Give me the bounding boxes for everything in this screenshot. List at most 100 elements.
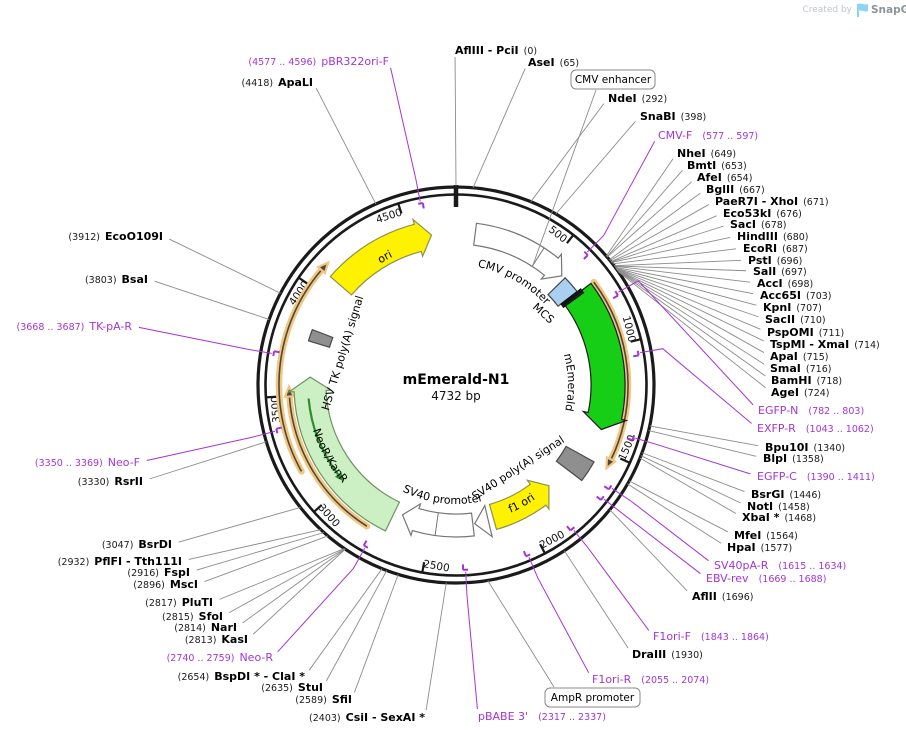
- enzyme-label-bspdi-clai-: (2654) BspDI * - ClaI *: [178, 670, 306, 683]
- primer-callout-line: [146, 430, 276, 461]
- orf-arcs: [275, 260, 632, 530]
- enzyme-label-agei: AgeI (724): [771, 386, 830, 399]
- enzyme-callout-line: [325, 570, 388, 682]
- feature-ori: [329, 217, 433, 296]
- enzyme-label-nhei: NheI (649): [677, 147, 736, 160]
- primer-site-tick: [627, 437, 633, 442]
- enzyme-label-ndei: NdeI (292): [608, 92, 667, 105]
- enzyme-label-noti: NotI (1458): [747, 500, 810, 513]
- enzyme-label-pflfi-tth111i: (2932) PflFI - Tth111I: [58, 555, 182, 568]
- enzyme-callout-line: [616, 269, 765, 365]
- primer-site-mark: [525, 553, 531, 558]
- plasmid-title: mEmerald-N1: [403, 372, 510, 388]
- enzyme-callout-line: [472, 68, 526, 188]
- primer-label-neo-f: (3350 .. 3369) Neo-F: [35, 456, 140, 469]
- enzyme-callout-line: [354, 574, 399, 693]
- enzyme-callout-line: [610, 215, 717, 262]
- enzyme-callout-line: [618, 271, 766, 389]
- enzyme-callout-line: [154, 280, 270, 320]
- boxed-label-callout-line: [487, 580, 555, 688]
- enzyme-callout-line: [611, 236, 731, 263]
- orf-arrowhead: [316, 260, 330, 275]
- enzyme-callout-line: [252, 548, 346, 635]
- watermark-brand: SnapGene: [871, 4, 906, 16]
- enzyme-callout-line: [615, 266, 754, 295]
- enzyme-callout-line: [454, 56, 457, 187]
- primer-site-mark: [607, 484, 613, 490]
- enzyme-label-kasi: (2813) KasI: [185, 633, 248, 646]
- enzyme-callout-line: [530, 103, 605, 202]
- enzyme-label-bglii: BglII (667): [706, 183, 765, 196]
- tick-mark: [566, 234, 575, 244]
- features: [287, 217, 629, 539]
- orf-arrowhead: [605, 455, 618, 471]
- enzyme-callout-line: [204, 535, 329, 582]
- site-labels: AflIII - PciI (0)AseI (65) NdeI (292) SnaBI (3…: [17, 44, 880, 724]
- primer-site-tick: [566, 525, 572, 532]
- primer-label-egfp-n: EGFP-N (782 .. 803): [758, 404, 864, 417]
- primer-callout-line: [138, 326, 272, 354]
- enzyme-label-rsrii: (3330) RsrII: [78, 475, 143, 488]
- feature-memerald: [563, 282, 629, 431]
- primer-site-tick: [612, 294, 619, 300]
- primer-callout-line: [573, 529, 650, 631]
- primer-label-f1ori-f: F1ori-F (1843 .. 1864): [653, 630, 769, 643]
- boxed-label-frame: [544, 687, 641, 708]
- enzyme-label-bsrdi: (3047) BsrDI: [102, 538, 172, 551]
- boxed-label-cmv-enhancer: CMV enhancer: [575, 74, 652, 86]
- junction-dash: [562, 291, 585, 309]
- junction-dash: [561, 289, 584, 307]
- primer-label-ebv-rev: EBV-rev (1669 .. 1688): [706, 572, 826, 585]
- enzyme-label-apai: ApaI (715): [770, 350, 828, 363]
- primer-site-tick: [421, 202, 425, 209]
- plasmid-size-label: 4732 bp: [431, 389, 481, 403]
- enzyme-callout-line: [555, 121, 636, 215]
- enzyme-label-bsrgi: BsrGI (1446): [751, 488, 821, 501]
- enzyme-label-sfii: (2589) SfiI: [295, 693, 352, 706]
- enzyme-label-hpai: HpaI (1577): [727, 541, 792, 554]
- feature-sv40-polya: [555, 445, 595, 482]
- enzyme-label-sali: SalI (697): [753, 265, 807, 278]
- enzyme-callout-line: [610, 225, 724, 263]
- primer-label-cmv-f: CMV-F (577 .. 597): [658, 129, 758, 142]
- primer-site-mark: [631, 434, 636, 441]
- tick-mark: [630, 338, 642, 343]
- primer-site-tick: [633, 354, 639, 358]
- enzyme-label-bsai: (3803) BsaI: [85, 273, 148, 286]
- enzyme-label-afei: AfeI (654): [697, 171, 752, 184]
- primer-callout-line: [618, 280, 754, 406]
- enzyme-callout-line: [614, 259, 742, 267]
- feature-hsv-tk-polya: [307, 328, 334, 348]
- primer-callout-line: [528, 557, 590, 674]
- boxed-label-frame: [570, 69, 656, 90]
- enzyme-callout-line: [563, 550, 629, 649]
- enzyme-label-tspmi-xmai: TspMI - XmaI (714): [770, 338, 880, 351]
- enzyme-callout-line: [188, 529, 321, 560]
- enzyme-label-saci: SacI (678): [730, 218, 787, 231]
- watermark: Created by SnapGene: [802, 3, 906, 17]
- enzyme-callout-line: [242, 548, 346, 624]
- primer-site-tick: [522, 550, 527, 557]
- enzyme-callout-line: [614, 265, 751, 283]
- enzyme-label-asei: AseI (65): [528, 56, 579, 69]
- enzyme-label-stui: (2635) StuI: [261, 681, 323, 694]
- enzyme-label-msci: (2896) MscI: [133, 578, 198, 591]
- enzyme-callout-line: [606, 169, 683, 258]
- orf-arc-core: [593, 281, 629, 460]
- feature-label-ori: ori: [375, 248, 394, 266]
- primer-site-tick: [583, 254, 589, 260]
- primer-label-pbr322ori-f: (4577 .. 4596) pBR322ori-F: [248, 55, 389, 68]
- enzyme-label-ecoo109i: (3912) EcoO109I: [68, 230, 163, 243]
- enzyme-label-csii-sexai-: (2403) CsiI - SexAI *: [309, 711, 425, 724]
- feature-label-sv40-promoter: SV40 promoter: [401, 482, 484, 507]
- enzyme-label-bamhi: BamHI (718): [771, 374, 842, 387]
- enzyme-callout-line: [616, 269, 764, 342]
- enzyme-callout-line: [616, 268, 761, 330]
- primer-site-tick: [362, 540, 368, 546]
- enzyme-label-psti: PstI (696): [748, 254, 802, 267]
- tick-label: 500: [546, 224, 569, 246]
- primer-label-neo-r: (2740 .. 2759) Neo-R: [167, 651, 274, 664]
